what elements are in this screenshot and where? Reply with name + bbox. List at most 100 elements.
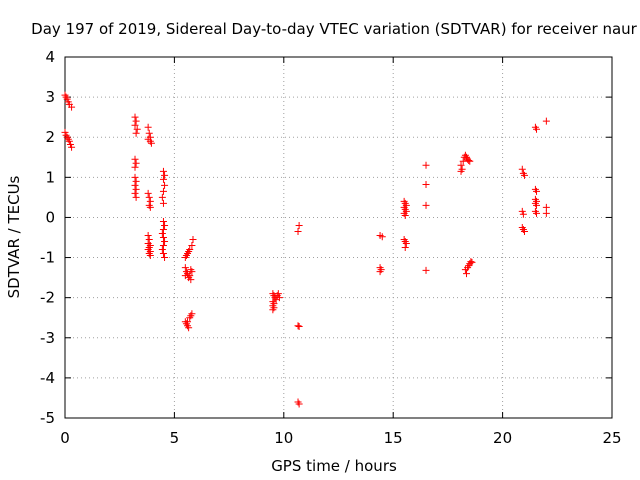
data-point: [146, 203, 154, 211]
data-point: [422, 266, 430, 274]
data-point: [132, 159, 140, 167]
y-tick-label: -1: [40, 249, 55, 267]
data-point: [159, 225, 167, 233]
y-tick-label: 2: [45, 128, 55, 146]
data-point: [519, 210, 527, 218]
data-point: [189, 236, 197, 244]
y-tick-label: -4: [40, 369, 55, 387]
data-point: [131, 181, 139, 189]
data-point: [161, 181, 169, 189]
data-point: [159, 187, 167, 195]
x-tick-label: 0: [60, 429, 70, 447]
x-tick-label: 25: [602, 429, 621, 447]
data-point: [533, 209, 541, 217]
data-point: [401, 211, 409, 219]
data-point: [467, 258, 475, 266]
data-point: [542, 117, 550, 125]
data-point: [376, 268, 384, 276]
data-point: [294, 227, 302, 235]
data-point: [542, 203, 550, 211]
data-point: [161, 254, 169, 262]
data-point: [132, 193, 140, 201]
data-point: [401, 244, 409, 252]
data-point: [542, 209, 550, 217]
data-point: [161, 171, 169, 179]
data-point: [533, 187, 541, 195]
chart-title: Day 197 of 2019, Sidereal Day-to-day VTE…: [31, 20, 638, 38]
axes: -5 -4 -3 -2 -1 0 1 2 3 4 0 5 10 15 20 25: [40, 48, 622, 447]
data-point: [422, 161, 430, 169]
data-point: [533, 125, 541, 133]
data-point: [269, 306, 277, 314]
x-axis-label: GPS time / hours: [271, 457, 397, 475]
data-point: [131, 121, 139, 129]
data-point: [187, 276, 195, 284]
data-point: [159, 234, 167, 241]
data-point: [520, 227, 528, 235]
data-point: [132, 177, 140, 185]
data-point: [402, 240, 410, 248]
data-point: [133, 125, 141, 133]
data-point: [465, 156, 473, 164]
data-point: [131, 173, 139, 181]
data-point: [422, 201, 430, 209]
data-point: [184, 318, 192, 326]
data-point: [422, 181, 430, 189]
data-point: [68, 143, 76, 151]
data-point: [159, 167, 167, 175]
data-point: [468, 258, 476, 266]
data-point: [187, 266, 195, 274]
x-tick-label: 20: [493, 429, 512, 447]
y-tick-label: -2: [40, 289, 55, 307]
data-point: [132, 129, 140, 137]
x-tick-label: 10: [274, 429, 293, 447]
data-point: [459, 157, 467, 165]
plot-frame: [64, 56, 613, 419]
data-point: [144, 189, 152, 197]
data-point: [145, 129, 153, 137]
data-point: [466, 157, 474, 165]
data-points: [61, 91, 550, 408]
data-point: [159, 217, 167, 225]
data-point: [462, 270, 470, 278]
data-point: [457, 167, 465, 175]
data-point: [188, 242, 196, 250]
y-tick-label: 4: [45, 48, 55, 66]
y-tick-label: 1: [45, 168, 55, 186]
data-point: [159, 242, 167, 250]
data-point: [518, 165, 526, 173]
y-tick-label: -3: [40, 329, 55, 347]
data-point: [275, 294, 283, 302]
data-point: [131, 113, 139, 121]
data-point: [145, 236, 153, 244]
data-point: [295, 323, 303, 331]
data-point: [295, 221, 303, 229]
data-point: [145, 193, 153, 201]
data-point: [147, 139, 155, 147]
y-tick-label: -5: [40, 409, 55, 427]
data-point: [132, 117, 140, 125]
data-point: [159, 175, 167, 183]
data-point: [65, 137, 73, 145]
data-point: [144, 123, 152, 131]
data-point: [131, 189, 139, 197]
data-point: [181, 264, 189, 272]
x-tick-label: 15: [384, 429, 403, 447]
data-point: [158, 229, 166, 237]
data-point: [146, 197, 154, 205]
data-point: [185, 324, 193, 332]
data-point: [131, 163, 139, 171]
data-point: [186, 272, 194, 280]
data-point: [294, 322, 302, 330]
data-point: [68, 103, 76, 111]
data-point: [378, 233, 386, 241]
data-point: [131, 155, 139, 163]
data-point: [158, 193, 166, 201]
data-point: [274, 290, 282, 298]
data-point: [161, 238, 169, 246]
data-point: [533, 201, 541, 209]
data-point: [295, 400, 303, 408]
data-point: [158, 246, 166, 254]
y-tick-label: 0: [45, 208, 55, 226]
